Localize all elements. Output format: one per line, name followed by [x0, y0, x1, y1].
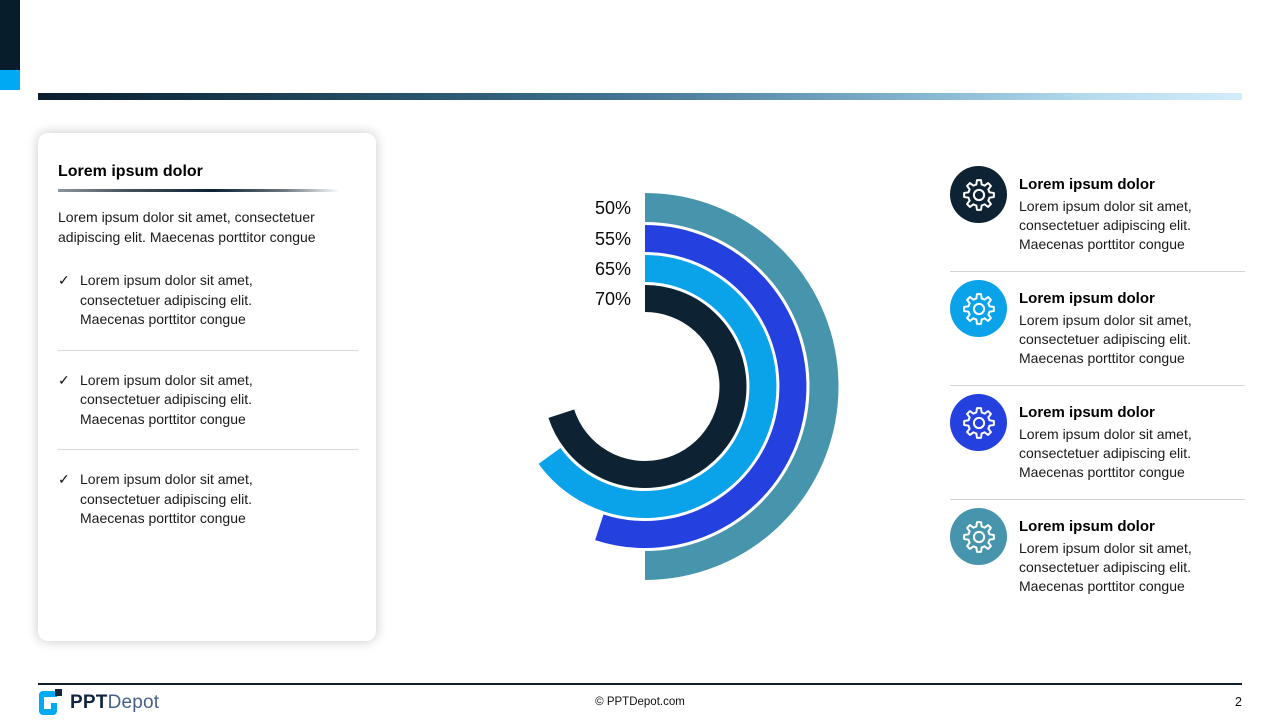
pptdepot-logo: PPTDepot — [38, 689, 159, 717]
list-item: Lorem ipsum dolor Lorem ipsum dolor sit … — [950, 280, 1245, 368]
gear-icon-badge — [950, 280, 1007, 337]
list-item: ✓ Lorem ipsum dolor sit amet, consectetu… — [38, 371, 376, 430]
ring-percent-label: 55% — [595, 229, 631, 249]
top-gradient-bar — [38, 93, 1242, 100]
ring-percent-label: 70% — [595, 289, 631, 309]
feature-text: Lorem ipsum dolor Lorem ipsum dolor sit … — [1019, 176, 1234, 254]
divider — [950, 499, 1245, 500]
list-item: ✓ Lorem ipsum dolor sit amet, consectetu… — [38, 271, 376, 330]
feature-title: Lorem ipsum dolor — [1019, 176, 1155, 193]
gear-icon — [962, 406, 995, 439]
card-title: Lorem ipsum dolor — [58, 163, 203, 180]
feature-title: Lorem ipsum dolor — [1019, 404, 1155, 421]
check-icon: ✓ — [58, 272, 70, 288]
gear-icon-badge — [950, 166, 1007, 223]
feature-body: Lorem ipsum dolor sit amet, consectetuer… — [1019, 198, 1192, 252]
feature-text: Lorem ipsum dolor Lorem ipsum dolor sit … — [1019, 404, 1234, 482]
check-icon: ✓ — [58, 371, 70, 388]
radial-bar-chart-svg: 50% 55% 65% 70% — [538, 193, 839, 580]
pptdepot-logo-icon — [39, 689, 62, 715]
feature-list: Lorem ipsum dolor Lorem ipsum dolor sit … — [950, 166, 1245, 596]
bullet-text: Lorem ipsum dolor sit amet, consectetuer… — [80, 371, 253, 427]
list-item: ✓ Lorem ipsum dolor sit amet, consectetu… — [38, 470, 376, 529]
list-item: Lorem ipsum dolor Lorem ipsum dolor sit … — [950, 394, 1245, 482]
divider — [58, 449, 358, 450]
radial-bar-segment — [595, 225, 807, 548]
logo-text-light: Depot — [107, 692, 160, 713]
bullet-text: Lorem ipsum dolor sit amet, consectetuer… — [80, 471, 253, 526]
ring-percent-label: 50% — [595, 198, 631, 218]
radial-bar-segment — [548, 285, 747, 488]
radial-bar-segment — [538, 255, 777, 518]
corner-accent-cyan — [0, 70, 20, 90]
corner-accent-navy — [0, 0, 20, 70]
feature-title: Lorem ipsum dolor — [1019, 518, 1155, 535]
card-paragraph: Lorem ipsum dolor sit amet, consectetuer… — [58, 209, 316, 245]
gear-icon — [962, 292, 995, 325]
gear-icon — [962, 178, 995, 211]
feature-body: Lorem ipsum dolor sit amet, consectetuer… — [1019, 540, 1192, 594]
page-number: 2 — [1235, 695, 1242, 709]
card-title-underline — [58, 189, 340, 192]
gear-icon — [962, 520, 995, 553]
logo-text: PPTDepot — [70, 692, 159, 714]
footer-divider-line — [38, 683, 1242, 685]
feature-text: Lorem ipsum dolor Lorem ipsum dolor sit … — [1019, 518, 1234, 596]
logo-text-bold: PPT — [70, 692, 108, 713]
radial-bar-chart: 50% 55% 65% 70% — [500, 185, 850, 585]
list-item: Lorem ipsum dolor Lorem ipsum dolor sit … — [950, 166, 1245, 254]
text-card: Lorem ipsum dolor Lorem ipsum dolor sit … — [38, 133, 376, 641]
divider — [950, 271, 1245, 272]
divider — [58, 349, 358, 351]
gear-icon-badge — [950, 394, 1007, 451]
check-icon: ✓ — [58, 471, 70, 487]
list-item: Lorem ipsum dolor Lorem ipsum dolor sit … — [950, 508, 1245, 596]
bullet-text: Lorem ipsum dolor sit amet, consectetuer… — [80, 272, 253, 327]
copyright-text: © PPTDepot.com — [595, 696, 685, 708]
radial-bar-segment — [644, 193, 839, 580]
ring-percent-label: 65% — [595, 259, 631, 279]
feature-title: Lorem ipsum dolor — [1019, 290, 1155, 307]
feature-body: Lorem ipsum dolor sit amet, consectetuer… — [1019, 426, 1192, 480]
feature-text: Lorem ipsum dolor Lorem ipsum dolor sit … — [1019, 290, 1234, 368]
gear-icon-badge — [950, 508, 1007, 565]
feature-body: Lorem ipsum dolor sit amet, consectetuer… — [1019, 312, 1192, 366]
card-bullet-list: ✓ Lorem ipsum dolor sit amet, consectetu… — [38, 271, 376, 529]
divider — [950, 385, 1245, 386]
